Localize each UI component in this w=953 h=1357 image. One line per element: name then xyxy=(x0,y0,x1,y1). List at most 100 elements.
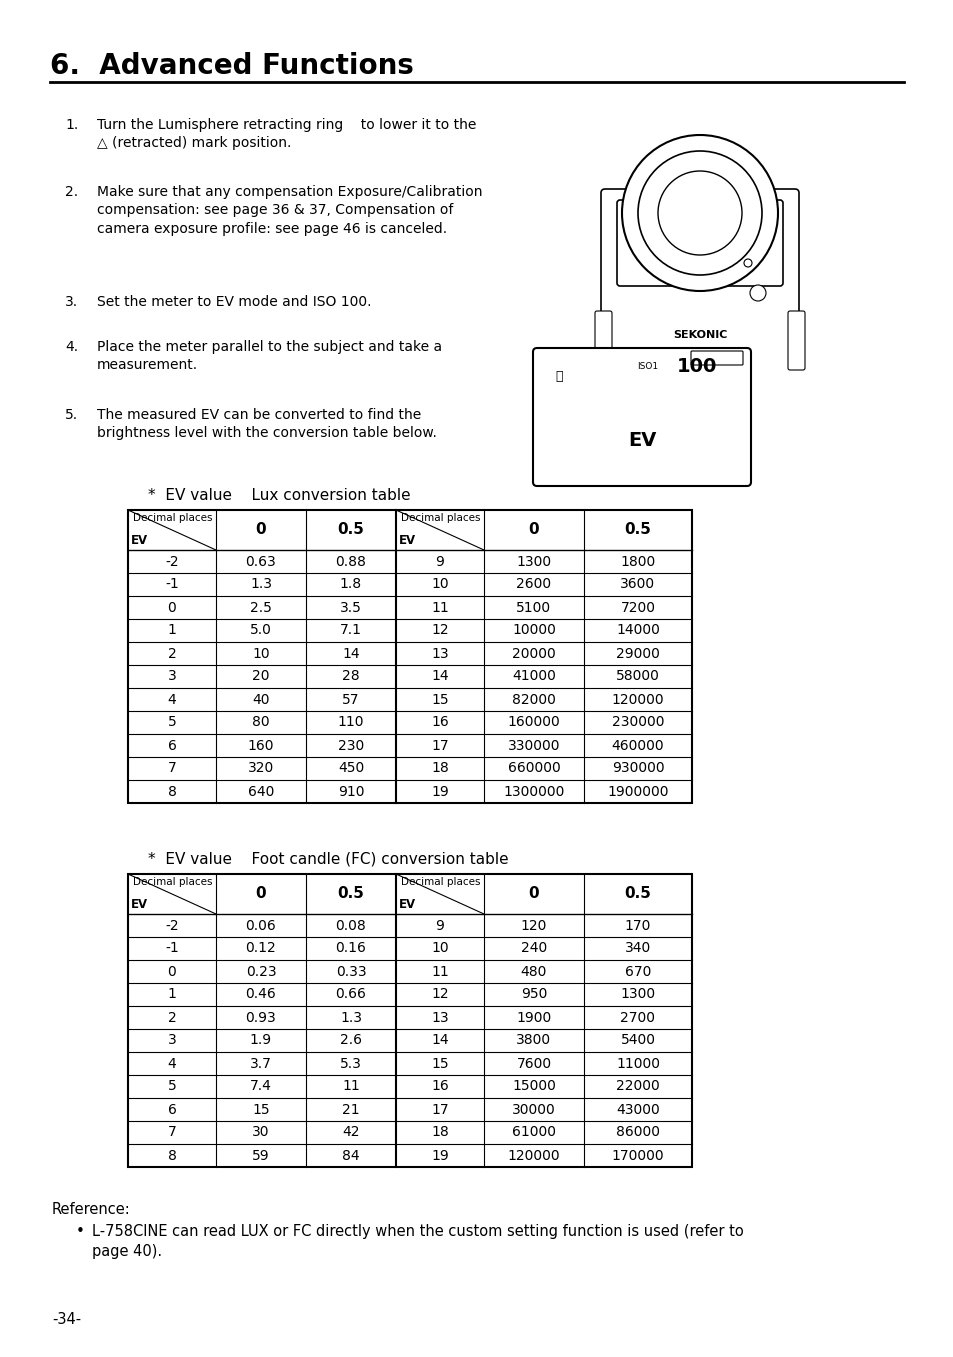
Text: 82000: 82000 xyxy=(512,692,556,707)
Text: The measured EV can be converted to find the
brightness level with the conversio: The measured EV can be converted to find… xyxy=(97,408,436,441)
Text: EV: EV xyxy=(398,535,416,547)
Text: 7: 7 xyxy=(168,1125,176,1140)
Text: 0.23: 0.23 xyxy=(246,965,276,978)
Text: 29000: 29000 xyxy=(616,646,659,661)
Text: 15: 15 xyxy=(431,692,448,707)
Text: 5: 5 xyxy=(168,1080,176,1094)
Text: 11: 11 xyxy=(431,965,449,978)
Text: 2: 2 xyxy=(168,1011,176,1025)
Text: 670: 670 xyxy=(624,965,651,978)
Text: EV: EV xyxy=(131,535,148,547)
Text: 0.12: 0.12 xyxy=(245,942,276,955)
Text: 14: 14 xyxy=(431,1034,448,1048)
Text: 18: 18 xyxy=(431,761,449,775)
Text: 1300000: 1300000 xyxy=(503,784,564,798)
Text: 1: 1 xyxy=(168,623,176,638)
FancyBboxPatch shape xyxy=(787,311,804,370)
FancyBboxPatch shape xyxy=(617,199,782,286)
Text: -34-: -34- xyxy=(52,1312,81,1327)
Text: 7.1: 7.1 xyxy=(339,623,361,638)
Text: 0.46: 0.46 xyxy=(245,988,276,1001)
Text: 7.4: 7.4 xyxy=(250,1080,272,1094)
Text: 5.: 5. xyxy=(65,408,78,422)
Text: *  EV value    Lux conversion table: * EV value Lux conversion table xyxy=(148,489,410,503)
Text: 0.5: 0.5 xyxy=(337,522,364,537)
Text: 0.33: 0.33 xyxy=(335,965,366,978)
Text: 1.3: 1.3 xyxy=(250,578,272,592)
Text: 340: 340 xyxy=(624,942,651,955)
Text: 160: 160 xyxy=(248,738,274,753)
Text: 10: 10 xyxy=(431,578,448,592)
Text: 930000: 930000 xyxy=(611,761,663,775)
Text: 13: 13 xyxy=(431,1011,448,1025)
Text: Decimal places: Decimal places xyxy=(133,877,213,887)
Text: 0.63: 0.63 xyxy=(245,555,276,569)
Text: 20: 20 xyxy=(252,669,270,684)
Text: 1.8: 1.8 xyxy=(339,578,362,592)
Text: 57: 57 xyxy=(342,692,359,707)
Text: 22000: 22000 xyxy=(616,1080,659,1094)
Text: 950: 950 xyxy=(520,988,547,1001)
Text: 13: 13 xyxy=(431,646,448,661)
Text: 21: 21 xyxy=(342,1102,359,1117)
Text: 0: 0 xyxy=(168,965,176,978)
Text: 7200: 7200 xyxy=(619,601,655,615)
Text: 0: 0 xyxy=(168,601,176,615)
Text: 19: 19 xyxy=(431,1148,449,1163)
Text: 2.6: 2.6 xyxy=(339,1034,361,1048)
Text: 30: 30 xyxy=(252,1125,270,1140)
Text: 480: 480 xyxy=(520,965,547,978)
Text: 5.0: 5.0 xyxy=(250,623,272,638)
Text: 43000: 43000 xyxy=(616,1102,659,1117)
Text: 15000: 15000 xyxy=(512,1080,556,1094)
Text: Place the meter parallel to the subject and take a
measurement.: Place the meter parallel to the subject … xyxy=(97,341,441,372)
Text: 170000: 170000 xyxy=(611,1148,663,1163)
Text: 0.5: 0.5 xyxy=(624,522,651,537)
Text: 460000: 460000 xyxy=(611,738,663,753)
Text: 320: 320 xyxy=(248,761,274,775)
Text: 84: 84 xyxy=(342,1148,359,1163)
Text: Reference:: Reference: xyxy=(52,1202,131,1217)
Text: 20000: 20000 xyxy=(512,646,556,661)
Text: 15: 15 xyxy=(431,1057,448,1071)
Text: Set the meter to EV mode and ISO 100.: Set the meter to EV mode and ISO 100. xyxy=(97,294,371,309)
Text: -2: -2 xyxy=(165,555,178,569)
Text: 0: 0 xyxy=(255,522,266,537)
Text: 17: 17 xyxy=(431,1102,448,1117)
Text: 14: 14 xyxy=(342,646,359,661)
Text: Decimal places: Decimal places xyxy=(133,513,213,522)
Text: 0: 0 xyxy=(528,886,538,901)
Text: Turn the Lumisphere retracting ring    to lower it to the
△ (retracted) mark pos: Turn the Lumisphere retracting ring to l… xyxy=(97,118,476,151)
Text: 6: 6 xyxy=(168,738,176,753)
Text: 12: 12 xyxy=(431,988,448,1001)
Text: 3600: 3600 xyxy=(619,578,655,592)
Text: ⌖: ⌖ xyxy=(555,370,562,383)
Text: 120: 120 xyxy=(520,919,547,932)
Text: 5.3: 5.3 xyxy=(339,1057,361,1071)
Text: *  EV value    Foot candle (FC) conversion table: * EV value Foot candle (FC) conversion t… xyxy=(148,852,508,867)
Text: 1: 1 xyxy=(168,988,176,1001)
Text: 7600: 7600 xyxy=(516,1057,551,1071)
Text: 41000: 41000 xyxy=(512,669,556,684)
Text: -1: -1 xyxy=(165,578,178,592)
FancyBboxPatch shape xyxy=(690,351,742,365)
Text: •: • xyxy=(76,1224,85,1239)
Circle shape xyxy=(749,285,765,301)
Text: 230000: 230000 xyxy=(611,715,663,730)
Text: 58000: 58000 xyxy=(616,669,659,684)
Text: 2600: 2600 xyxy=(516,578,551,592)
Text: 0.88: 0.88 xyxy=(335,555,366,569)
Text: 2700: 2700 xyxy=(619,1011,655,1025)
Text: 160000: 160000 xyxy=(507,715,559,730)
Text: 5: 5 xyxy=(168,715,176,730)
Text: 450: 450 xyxy=(337,761,364,775)
Text: 4: 4 xyxy=(168,1057,176,1071)
Text: 7: 7 xyxy=(168,761,176,775)
Text: 1.3: 1.3 xyxy=(339,1011,361,1025)
Text: 0: 0 xyxy=(255,886,266,901)
Text: 0.5: 0.5 xyxy=(624,886,651,901)
Text: 100: 100 xyxy=(677,357,717,376)
Text: 1.9: 1.9 xyxy=(250,1034,272,1048)
Text: 3.5: 3.5 xyxy=(339,601,361,615)
Text: 11000: 11000 xyxy=(616,1057,659,1071)
